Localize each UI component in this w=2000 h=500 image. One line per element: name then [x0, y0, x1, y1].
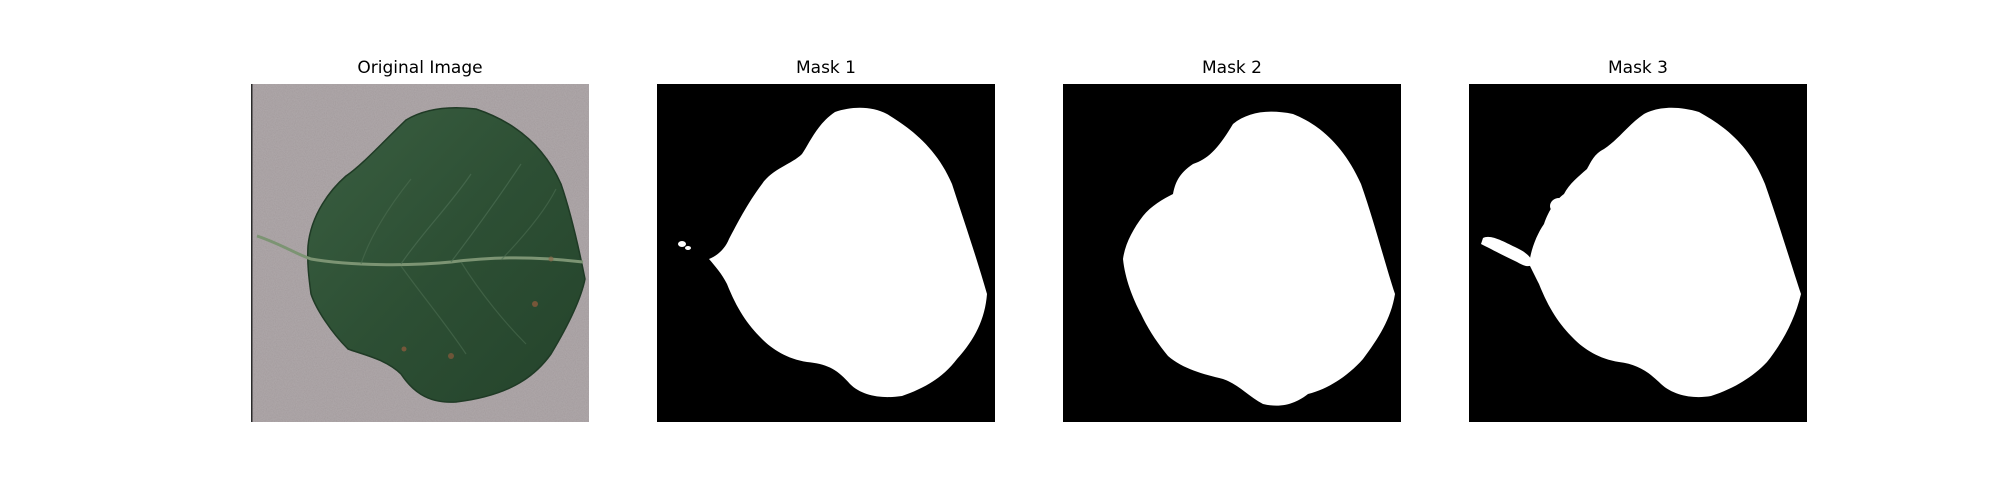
mask-2-region — [1123, 111, 1395, 406]
mask-3-panel: Mask 3 — [1469, 56, 1807, 422]
original-image-title: Original Image — [357, 58, 483, 78]
mask-3-canvas — [1469, 84, 1807, 422]
mask-1-region — [709, 107, 987, 398]
mask-3-image — [1469, 84, 1807, 422]
leaf-photo — [251, 84, 589, 422]
mask-1-canvas — [657, 84, 995, 422]
mask-1-image — [657, 84, 995, 422]
mask-2-canvas — [1063, 84, 1401, 422]
mask-3-stem — [1481, 236, 1533, 267]
mask-2-title: Mask 2 — [1201, 58, 1262, 78]
mask-2-panel: Mask 2 — [1063, 56, 1401, 422]
mask-1-panel: Mask 1 — [657, 56, 995, 422]
leaf-midrib — [256, 234, 584, 267]
mask-2-image — [1063, 84, 1401, 422]
mask-3-region — [1529, 107, 1801, 398]
leaf-blade — [307, 107, 586, 403]
original-image — [251, 84, 589, 422]
original-image-panel: Original Image — [251, 56, 589, 422]
mask-1-title: Mask 1 — [795, 58, 856, 78]
mask-3-title: Mask 3 — [1607, 58, 1668, 78]
